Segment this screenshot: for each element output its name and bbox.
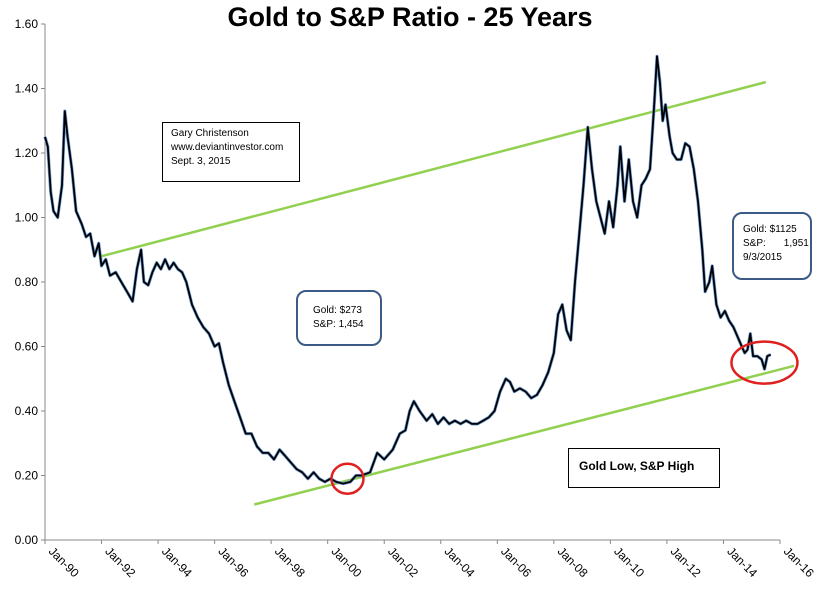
x-tick-label: Jan-90 [46,544,82,580]
callout-2015-sp-label: S&P: [743,238,766,249]
x-tick-label: Jan-08 [555,544,591,580]
x-tick-label: Jan-98 [272,544,308,580]
y-tick-label: 0.40 [15,404,39,418]
y-tick-label: 1.20 [15,146,39,160]
circle-markers [330,340,799,495]
x-tick-label: Jan-06 [498,544,534,580]
x-tick-label: Jan-12 [668,544,704,580]
y-tick-label: 0.60 [15,340,39,354]
highlight-circle [730,340,799,385]
y-tick-label: 0.80 [15,275,39,289]
callout-2015-sp-value: 1,951 [783,238,809,249]
credit-date: Sept. 3, 2015 [171,156,231,167]
callout-2015-sp: S&P: 1,951 [743,237,810,251]
x-tick-label: Jan-96 [215,544,251,580]
credit-author: Gary Christenson [171,128,249,139]
x-tick-label: Jan-00 [329,544,365,580]
credit-box: Gary Christenson www.deviantinvestor.com… [162,122,300,182]
callout-2015-date: 9/3/2015 [743,252,782,263]
y-tick-label: 0.00 [15,533,39,547]
callout-2015: Gold: $1125 S&P: 1,951 9/3/2015 [732,212,812,280]
callout-2015-gold: Gold: $1125 [743,224,797,235]
y-tick-label: 1.60 [15,17,39,31]
y-tick-label: 0.20 [15,469,39,483]
callout-2000-gold: Gold: $273 [313,305,362,316]
x-tick-label: Jan-02 [385,544,421,580]
callout-2000: Gold: $273 S&P: 1,454 [296,290,382,346]
series-line [44,55,772,485]
x-tick-label: Jan-14 [724,544,760,580]
highlight-circle [330,462,365,495]
y-tick-label: 1.40 [15,82,39,96]
y-tick-label: 1.00 [15,211,39,225]
data-series [43,54,772,486]
gold-low-sp-high-label: Gold Low, S&P High [568,448,720,488]
x-tick-label: Jan-94 [159,544,195,580]
chart-title: Gold to S&P Ratio - 25 Years [227,2,593,32]
callout-2000-sp: S&P: 1,454 [313,319,364,330]
x-tick-label: Jan-04 [442,544,478,580]
x-tick-label: Jan-16 [781,544,817,580]
x-tick-label: Jan-10 [611,544,647,580]
trendline [253,364,795,506]
credit-website: www.deviantinvestor.com [171,142,284,153]
x-tick-label: Jan-92 [102,544,138,580]
